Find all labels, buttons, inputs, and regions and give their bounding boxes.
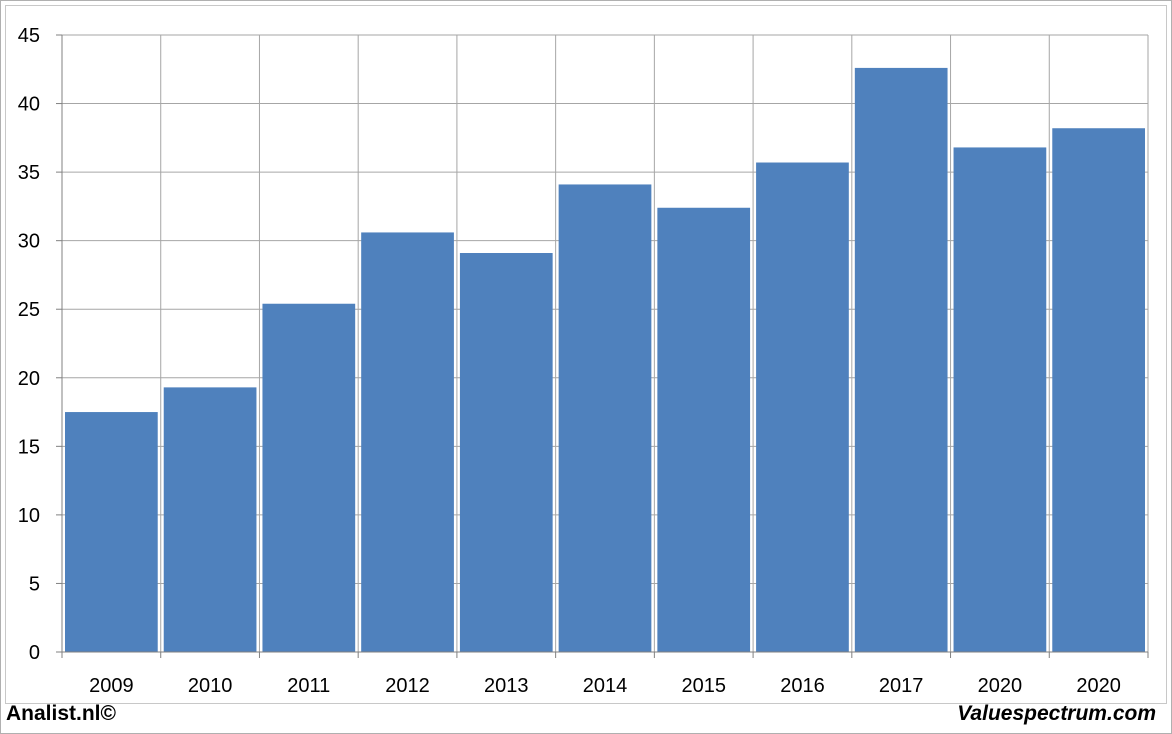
x-tick-label-3: 2012 [385, 675, 430, 697]
y-tick-labels: 0 5 10 15 20 25 30 35 40 45 [18, 25, 40, 664]
axes [56, 34, 1149, 658]
bar-1 [163, 387, 257, 652]
bars [65, 67, 1145, 653]
bar-7 [756, 162, 849, 652]
y-tick-label-45: 45 [18, 25, 40, 47]
y-tick-label-0: 0 [29, 642, 40, 664]
y-tick-label-15: 15 [18, 436, 40, 458]
footer-source-left: Analist.nl© [6, 702, 116, 725]
x-tick-label-9: 2020 [978, 675, 1023, 697]
footer-source-right: Valuespectrum.com [957, 702, 1156, 725]
bar-2 [262, 303, 356, 652]
plot-border [5, 5, 1167, 704]
y-tick-label-30: 30 [18, 231, 40, 253]
footer: Analist.nl© Valuespectrum.com [0, 702, 1170, 732]
y-tick-label-20: 20 [18, 368, 40, 390]
x-tick-label-7: 2016 [780, 675, 825, 697]
y-tick-label-40: 40 [18, 94, 40, 116]
bar-0 [65, 412, 158, 652]
x-tick-label-2: 2011 [287, 675, 330, 697]
x-tick-label-10: 2020 [1076, 675, 1121, 697]
x-tick-labels: 2009 2010 2011 2012 2013 2014 2015 2016 2017 2020… [89, 675, 1121, 697]
x-tick-label-5: 2014 [583, 675, 628, 697]
x-tick-label-6: 2015 [681, 675, 726, 697]
bar-6 [657, 207, 751, 652]
y-tick-label-5: 5 [29, 573, 40, 595]
y-tick-label-35: 35 [18, 162, 40, 184]
y-tick-label-25: 25 [18, 299, 40, 321]
x-tick-label-1: 2010 [188, 675, 233, 697]
bar-10 [1052, 128, 1145, 653]
x-tick-label-4: 2013 [484, 675, 529, 697]
bar-5 [558, 184, 652, 652]
y-tick-label-10: 10 [18, 505, 40, 527]
bar-8 [854, 67, 948, 652]
x-tick-label-0: 2009 [89, 675, 134, 697]
bar-3 [361, 232, 454, 652]
bar-4 [459, 253, 553, 653]
bar-9 [953, 147, 1047, 653]
x-tick-label-8: 2017 [879, 675, 924, 697]
